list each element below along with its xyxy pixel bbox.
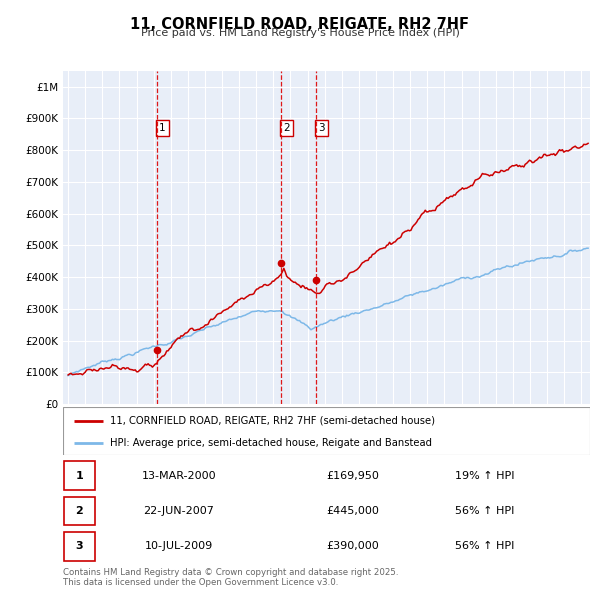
Text: 11, CORNFIELD ROAD, REIGATE, RH2 7HF: 11, CORNFIELD ROAD, REIGATE, RH2 7HF [131, 17, 470, 31]
Text: 2: 2 [76, 506, 83, 516]
Text: 19% ↑ HPI: 19% ↑ HPI [455, 471, 514, 480]
Text: 3: 3 [319, 123, 325, 133]
Text: Contains HM Land Registry data © Crown copyright and database right 2025.
This d: Contains HM Land Registry data © Crown c… [63, 568, 398, 587]
Text: 13-MAR-2000: 13-MAR-2000 [142, 471, 216, 480]
Text: £390,000: £390,000 [326, 542, 379, 551]
Bar [64, 461, 95, 490]
Text: 11, CORNFIELD ROAD, REIGATE, RH2 7HF (semi-detached house): 11, CORNFIELD ROAD, REIGATE, RH2 7HF (se… [110, 415, 436, 425]
Text: Price paid vs. HM Land Registry's House Price Index (HPI): Price paid vs. HM Land Registry's House … [140, 28, 460, 38]
Text: £445,000: £445,000 [326, 506, 379, 516]
Bar [64, 532, 95, 560]
Text: 56% ↑ HPI: 56% ↑ HPI [455, 506, 514, 516]
Text: 3: 3 [76, 542, 83, 551]
Text: 10-JUL-2009: 10-JUL-2009 [145, 542, 213, 551]
Text: 1: 1 [76, 471, 83, 480]
Text: £169,950: £169,950 [326, 471, 379, 480]
Text: 56% ↑ HPI: 56% ↑ HPI [455, 542, 514, 551]
Text: 2: 2 [283, 123, 290, 133]
Bar [64, 497, 95, 525]
Text: 22-JUN-2007: 22-JUN-2007 [143, 506, 214, 516]
Text: 1: 1 [159, 123, 166, 133]
Text: HPI: Average price, semi-detached house, Reigate and Banstead: HPI: Average price, semi-detached house,… [110, 438, 433, 448]
